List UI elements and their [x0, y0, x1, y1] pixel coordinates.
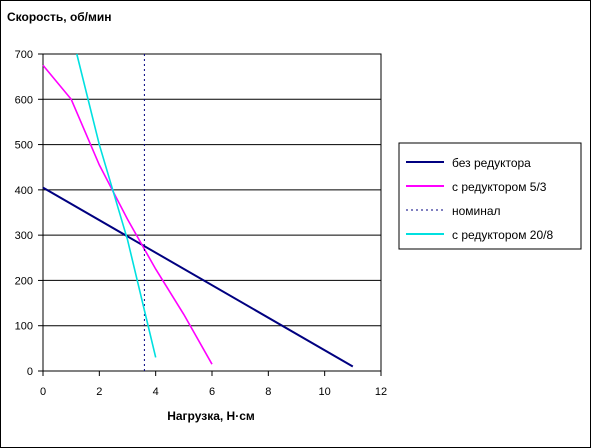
legend: без редуктора с редуктором 5/3 номинал с ре…	[398, 142, 582, 250]
plot-area: 0 2 4 6 8 10 12 0 100 200 300 400 500 600 700	[15, 49, 387, 398]
x-tick-label: 4	[153, 386, 159, 398]
series-line-1	[42, 186, 354, 368]
legend-label-3: номинал	[452, 204, 501, 218]
y-tick-label: 200	[15, 275, 33, 287]
x-tick-label: 10	[319, 386, 331, 398]
legend-box	[398, 142, 582, 250]
legend-label-4: с редуктором 20/8	[452, 228, 553, 242]
legend-label-2: с редуктором 5/3	[452, 180, 547, 194]
y-tick-label: 400	[15, 185, 33, 197]
x-axis-title: Нагрузка, Н·см	[167, 409, 255, 423]
x-tick-label: 12	[375, 386, 387, 398]
x-tick-label: 2	[96, 386, 102, 398]
plot-border	[42, 53, 382, 372]
series-line-4	[76, 53, 157, 358]
y-tick-label: 700	[15, 49, 33, 61]
y-axis-title: Скорость, об/мин	[7, 10, 112, 24]
y-tick-label: 100	[15, 321, 33, 333]
y-tick-label: 0	[27, 366, 33, 378]
series-line-2	[42, 64, 213, 365]
x-tick-label: 8	[265, 386, 271, 398]
y-tick-label: 500	[15, 140, 33, 152]
legend-label-1: без редуктора	[452, 156, 531, 170]
x-tick-label: 0	[40, 386, 46, 398]
y-tick-label: 600	[15, 94, 33, 106]
x-tick-label: 6	[209, 386, 215, 398]
y-tick-label: 300	[15, 230, 33, 242]
